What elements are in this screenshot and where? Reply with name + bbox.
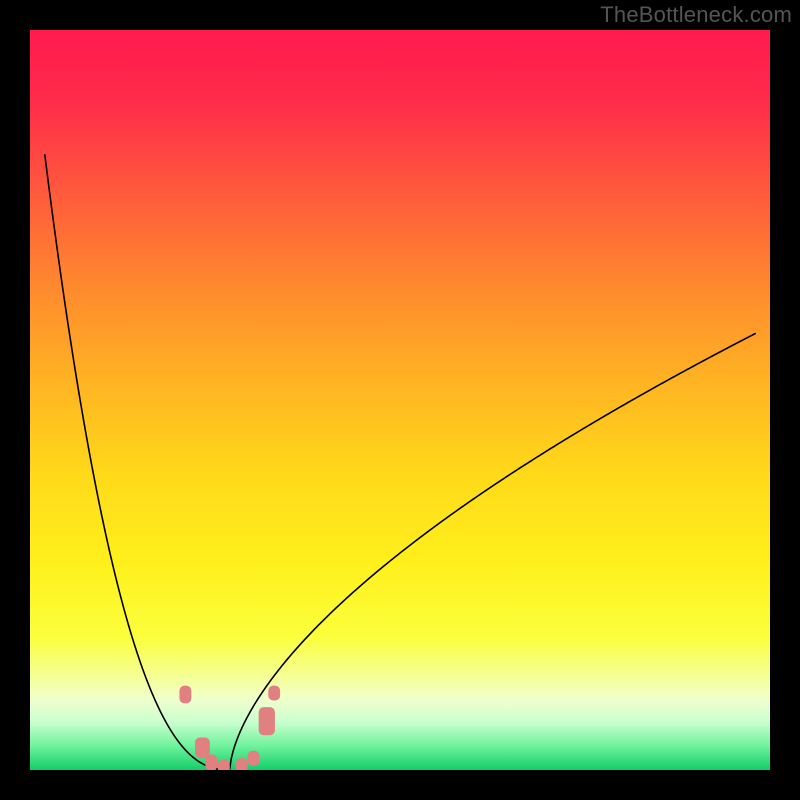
data-marker <box>268 686 280 701</box>
chart-canvas <box>30 30 770 770</box>
data-marker <box>259 707 275 735</box>
data-marker <box>195 737 210 758</box>
data-marker <box>205 754 217 770</box>
data-marker <box>218 760 230 770</box>
gradient-background <box>30 30 770 770</box>
data-marker <box>236 758 248 770</box>
watermark-text: TheBottleneck.com <box>600 2 792 28</box>
data-marker <box>248 751 260 766</box>
data-marker <box>179 686 191 704</box>
